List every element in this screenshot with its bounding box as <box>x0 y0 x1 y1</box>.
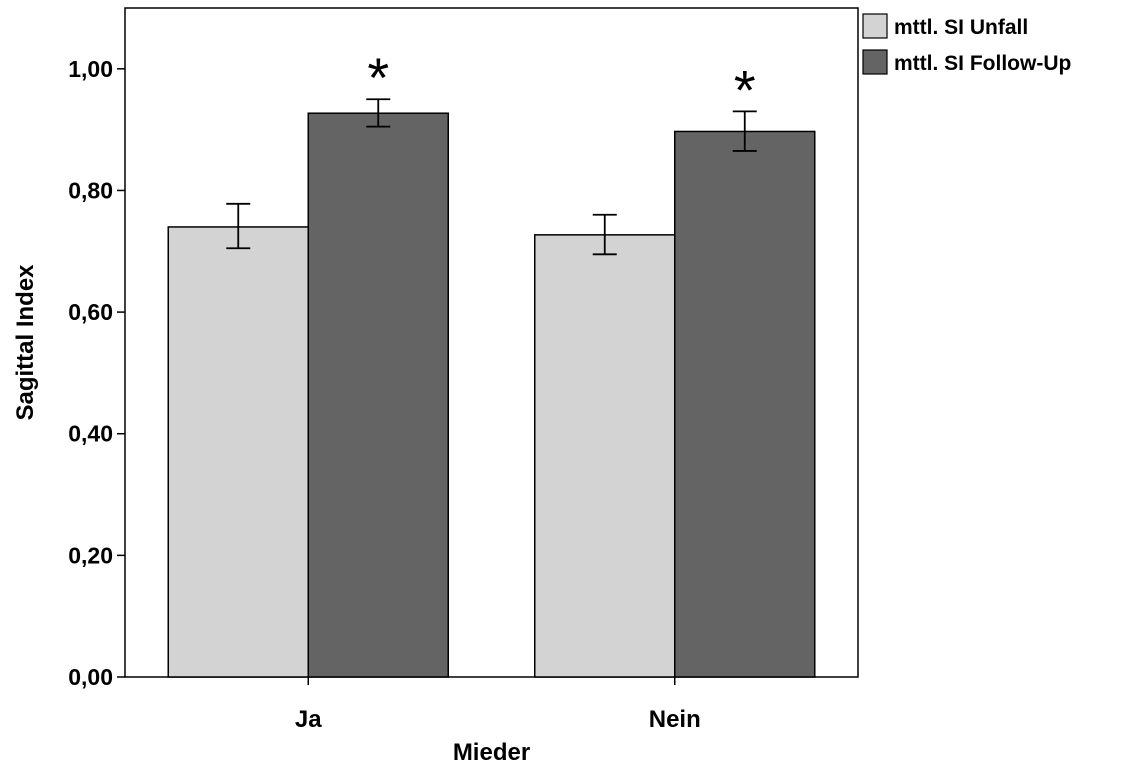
legend-swatch <box>862 13 888 39</box>
bar <box>167 226 309 678</box>
y-tick-label: 0,60 <box>68 299 113 325</box>
bar <box>307 112 449 678</box>
bar <box>674 130 816 678</box>
x-axis-title: Mieder <box>453 739 530 766</box>
error-bars-group <box>226 98 757 256</box>
x-axis: Ja Nein <box>295 677 701 733</box>
significance-marker: * <box>734 58 756 121</box>
legend-swatch <box>862 49 888 75</box>
significance-marker: * <box>367 46 389 109</box>
y-tick-label: 0,40 <box>68 421 113 447</box>
significance-annotations: * * <box>367 46 755 121</box>
y-tick-label: 0,00 <box>68 664 113 690</box>
y-axis: 0,00 0,20 0,40 0,60 0,80 1,00 <box>68 56 125 690</box>
legend: mttl. SI Unfall mttl. SI Follow-Up <box>862 13 1071 75</box>
y-axis-title: Sagittal Index <box>12 264 39 421</box>
legend-label: mttl. SI Unfall <box>894 16 1028 39</box>
y-tick-label: 0,80 <box>68 177 113 203</box>
legend-label: mttl. SI Follow-Up <box>894 52 1071 75</box>
y-tick-label: 1,00 <box>68 56 113 82</box>
x-tick-label: Ja <box>295 706 322 733</box>
bar <box>534 234 676 678</box>
y-tick-label: 0,20 <box>68 542 113 568</box>
x-tick-label: Nein <box>649 706 701 733</box>
